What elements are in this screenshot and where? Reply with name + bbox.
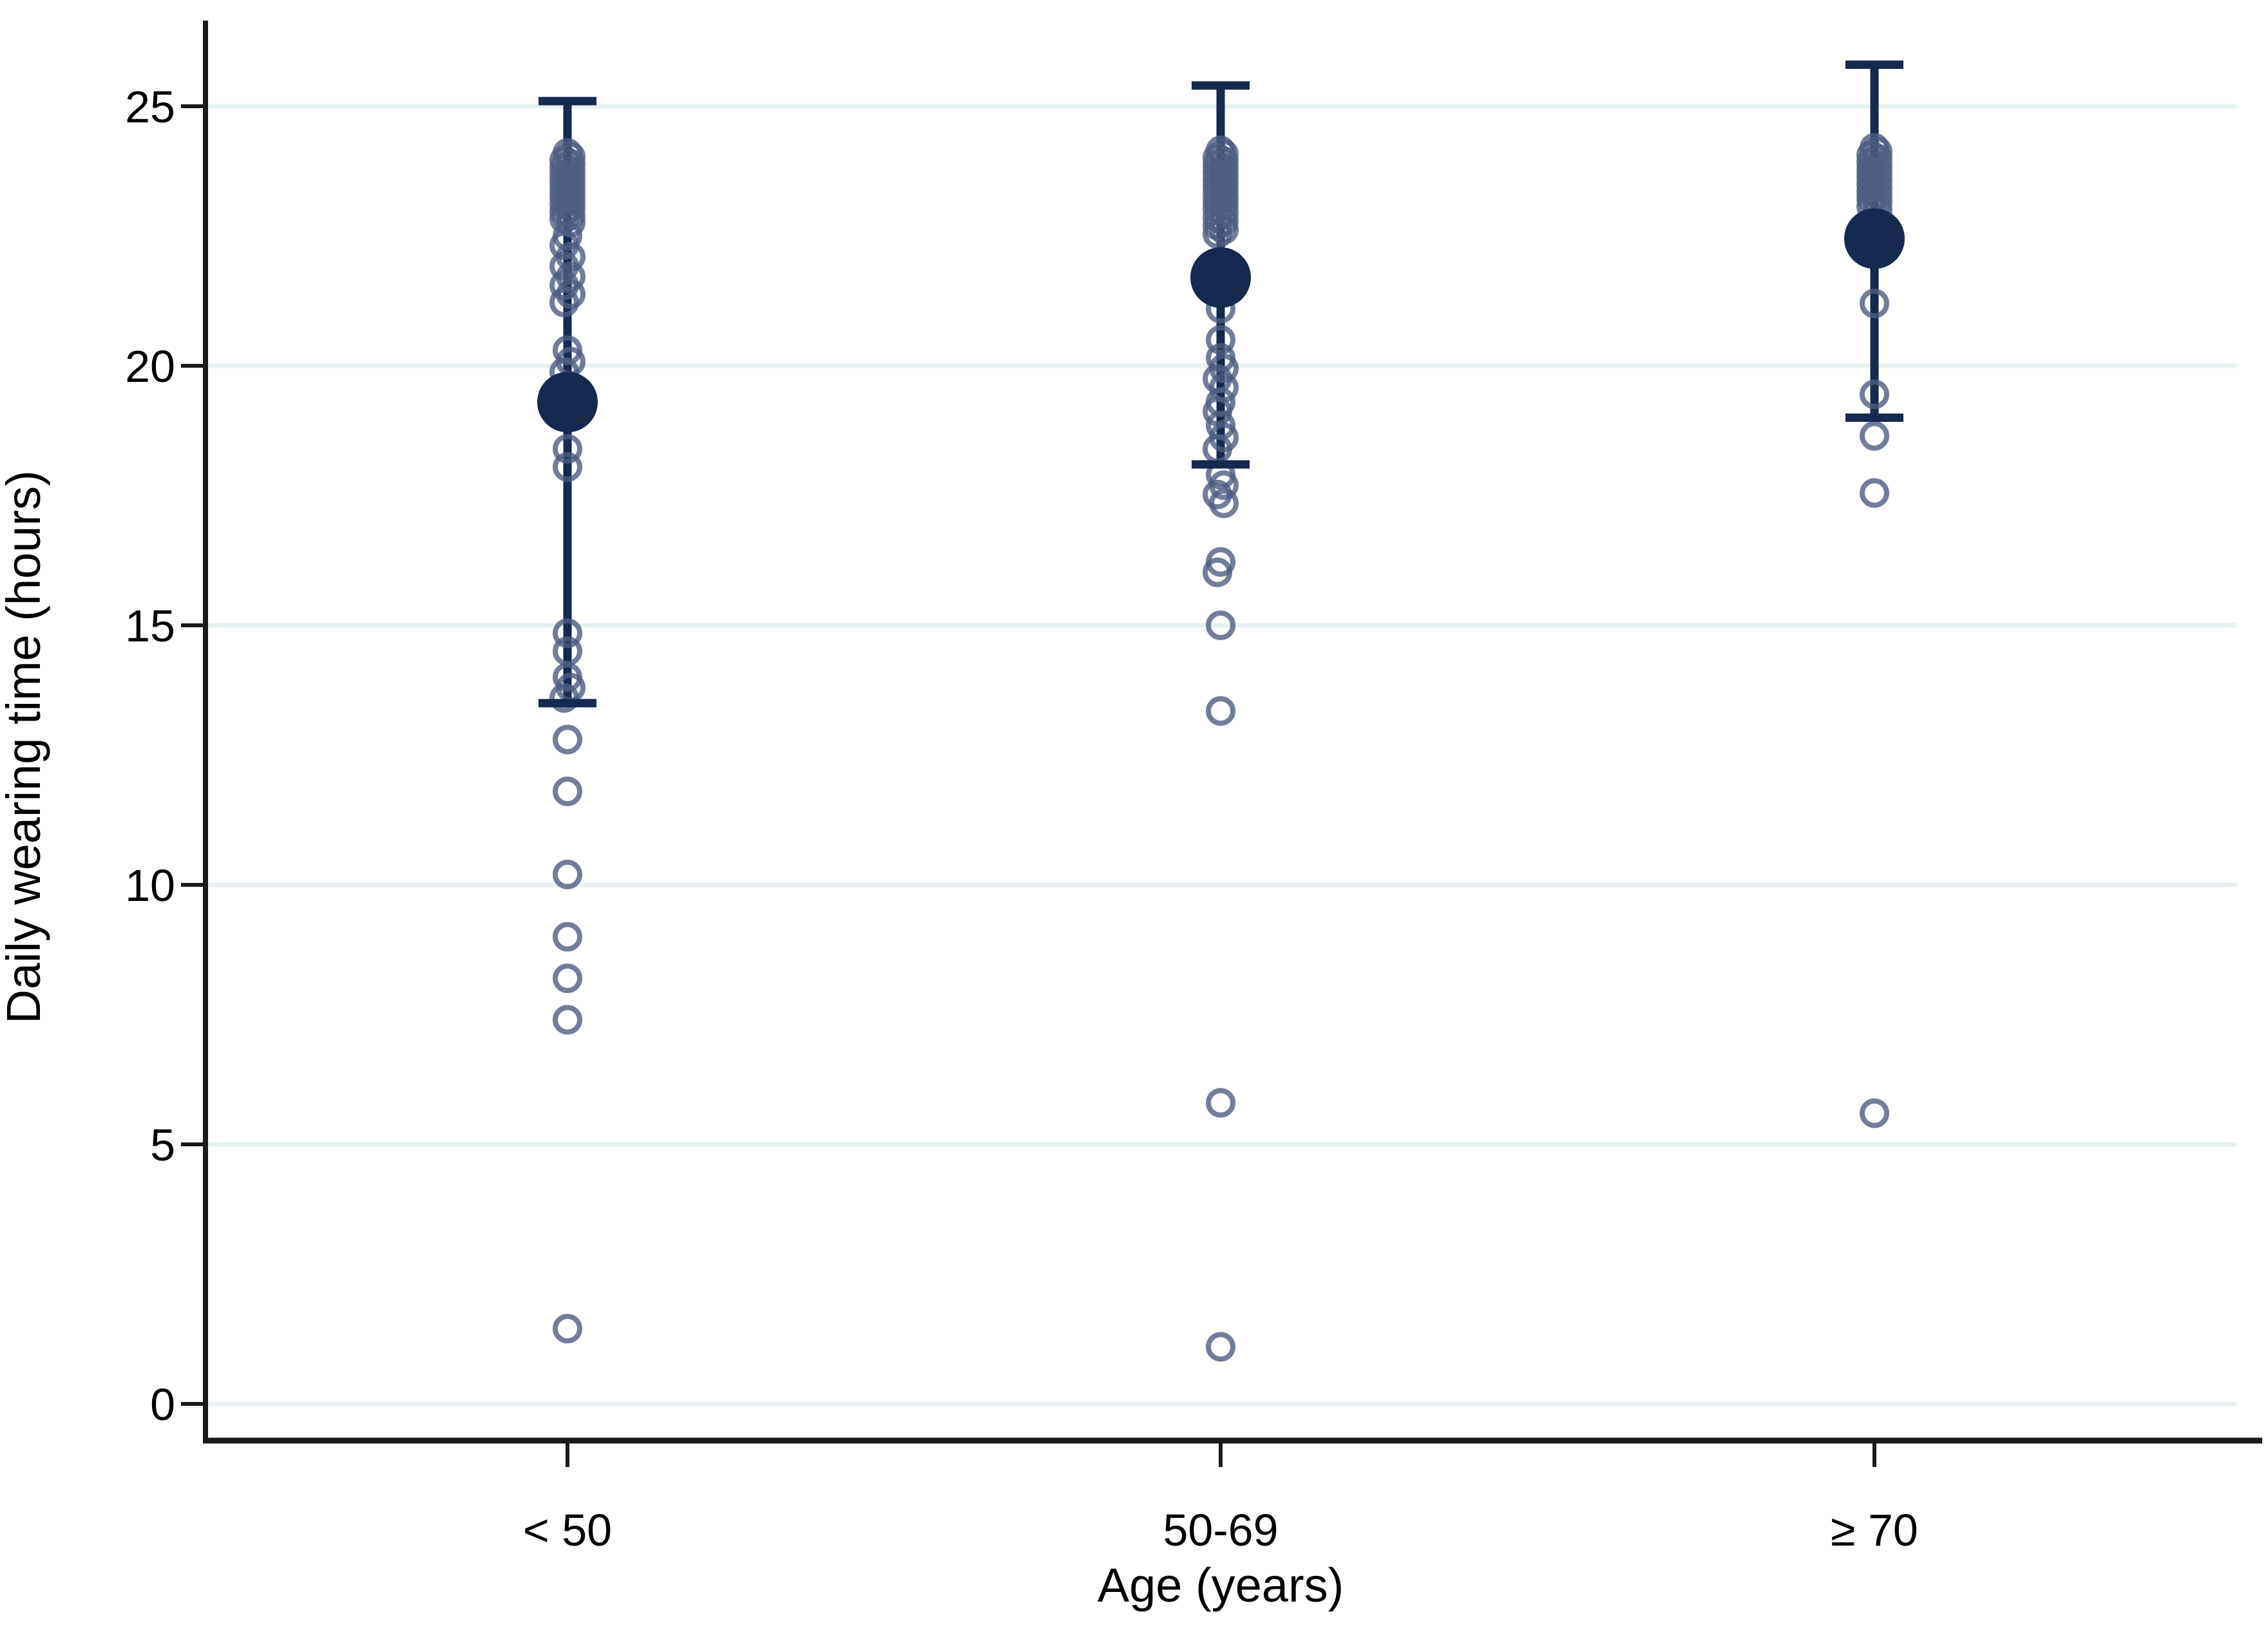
x-axis-title: Age (years) xyxy=(1098,1558,1344,1612)
y-tick-label: 15 xyxy=(125,601,175,651)
data-point-circle xyxy=(1206,1088,1235,1118)
data-point-circle xyxy=(1209,488,1239,518)
data-point-circle xyxy=(553,618,582,648)
data-point-circle xyxy=(549,683,579,713)
data-point-circle xyxy=(1206,1332,1235,1362)
data-point-circle xyxy=(1860,379,1889,410)
data-point-circle xyxy=(1860,289,1889,319)
data-point-circle xyxy=(553,724,582,755)
data-point-circle xyxy=(1203,396,1232,426)
data-point-circle xyxy=(553,963,582,994)
y-tick-label: 5 xyxy=(150,1120,175,1170)
data-point-circle xyxy=(1203,219,1232,249)
data-point-circle xyxy=(1206,610,1235,640)
data-point-circle xyxy=(1860,421,1889,451)
data-point-circle xyxy=(553,1314,582,1344)
y-tick-label: 25 xyxy=(125,82,175,132)
mean-marker xyxy=(1844,208,1905,269)
y-axis-title: Daily wearing time (hours) xyxy=(0,470,50,1024)
data-point-circle xyxy=(1860,1098,1889,1128)
data-point-circle xyxy=(1860,478,1889,508)
y-tick-label: 0 xyxy=(150,1379,175,1430)
y-tick-label: 10 xyxy=(125,860,175,911)
data-point-circle xyxy=(1206,325,1235,355)
data-point-circle xyxy=(1203,557,1232,587)
data-point-circle xyxy=(553,1005,582,1035)
x-tick-label: ≥ 70 xyxy=(1831,1505,1918,1555)
data-point-circle xyxy=(1206,696,1235,726)
data-point-circle xyxy=(553,922,582,952)
mean-marker xyxy=(1190,247,1251,308)
x-tick-label: < 50 xyxy=(523,1505,612,1555)
data-point-circle xyxy=(553,776,582,806)
x-tick-label: 50-69 xyxy=(1163,1505,1278,1555)
mean-marker xyxy=(537,372,598,433)
data-point-circle xyxy=(553,433,582,464)
data-point-circle xyxy=(553,452,582,482)
data-point-circle xyxy=(549,287,579,317)
y-tick-label: 20 xyxy=(125,341,175,392)
data-point-circle xyxy=(553,859,582,889)
